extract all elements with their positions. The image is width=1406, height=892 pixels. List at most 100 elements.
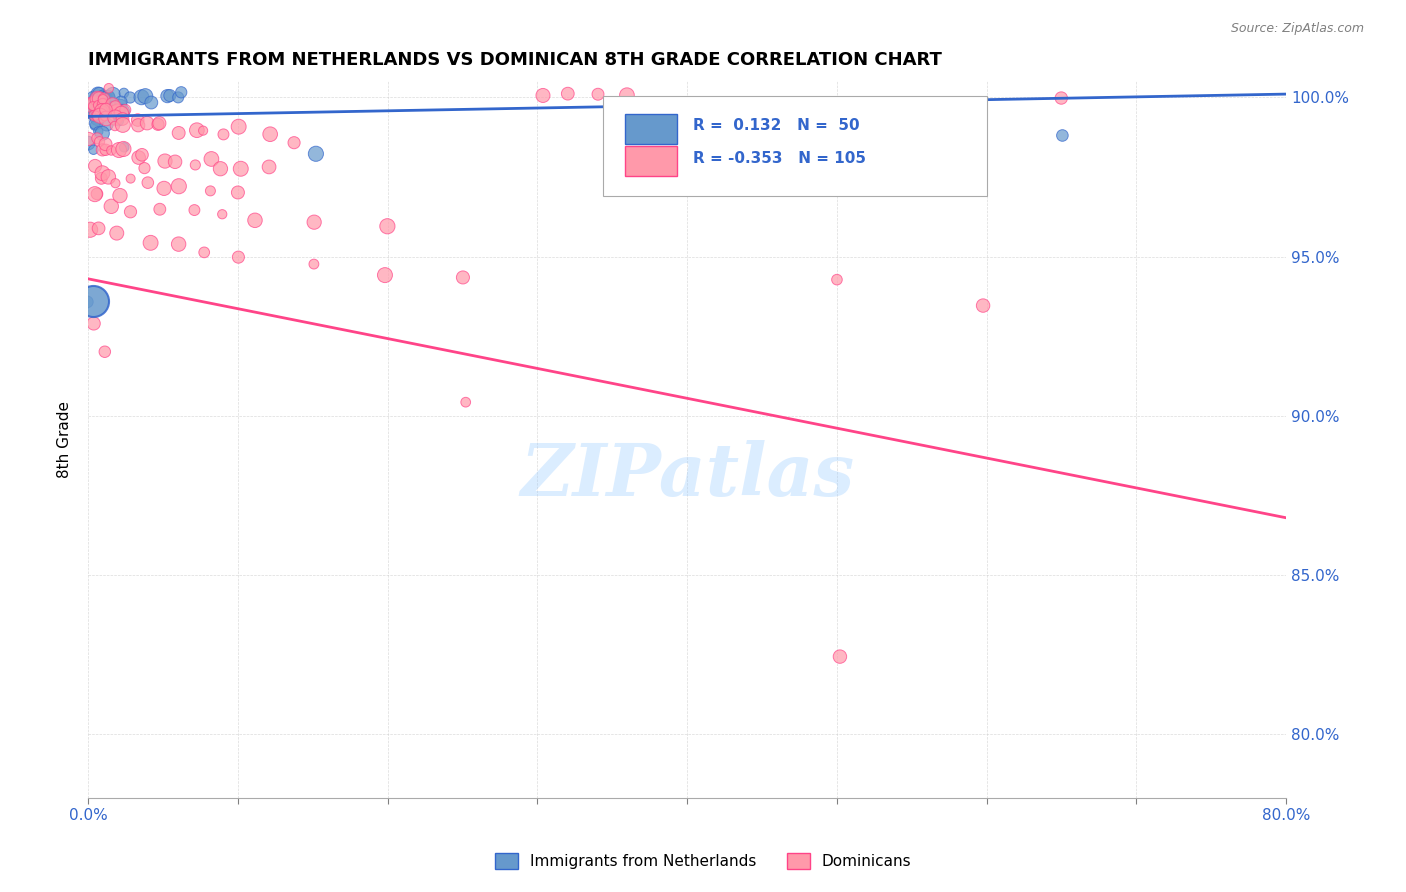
Point (165, 154, 187, 169)
Point (84, 99, 107, 113)
Point (93, 92, 115, 106)
Point (136, 116, 159, 130)
Point (89, 135, 111, 149)
Point (101, 87, 124, 102)
Point (76, 294, 98, 309)
Point (97, 101, 120, 115)
Point (131, 148, 153, 162)
Point (97, 91, 120, 105)
Point (94, 109, 117, 123)
Point (90, 91, 112, 105)
Point (640, 95, 662, 109)
Point (377, 219, 399, 234)
Point (94, 106, 117, 120)
Point (82, 294, 104, 309)
Point (586, 87, 609, 102)
Point (104, 99, 127, 113)
Text: Source: ZipAtlas.com: Source: ZipAtlas.com (1230, 22, 1364, 36)
Point (83, 119, 105, 133)
Point (153, 181, 176, 195)
Point (83, 108, 105, 122)
Point (183, 203, 205, 218)
Point (86, 186, 108, 201)
Point (305, 146, 328, 161)
Point (103, 105, 125, 120)
Point (191, 123, 214, 137)
Legend: Immigrants from Netherlands, Dominicans: Immigrants from Netherlands, Dominicans (488, 847, 918, 875)
Point (97, 81, 120, 95)
Point (83, 92, 105, 106)
Point (89, 87, 111, 102)
Point (94, 112, 117, 126)
Point (110, 98, 132, 112)
Point (83, 91, 105, 105)
Point (302, 257, 325, 271)
Point (156, 89, 179, 103)
Point (228, 120, 250, 134)
Point (211, 207, 233, 221)
Point (84, 97, 107, 112)
Point (111, 104, 134, 119)
Point (259, 127, 281, 141)
Point (91, 97, 114, 112)
FancyBboxPatch shape (624, 113, 678, 144)
Y-axis label: 8th Grade: 8th Grade (58, 401, 72, 478)
Point (97, 90, 120, 104)
Point (91, 127, 114, 141)
Text: IMMIGRANTS FROM NETHERLANDS VS DOMINICAN 8TH GRADE CORRELATION CHART: IMMIGRANTS FROM NETHERLANDS VS DOMINICAN… (89, 51, 942, 69)
Point (228, 250, 250, 264)
Point (136, 176, 159, 190)
Point (120, 204, 142, 219)
Point (134, 89, 156, 103)
FancyBboxPatch shape (624, 146, 678, 176)
Point (97, 169, 120, 184)
Point (167, 126, 190, 140)
Point (104, 111, 127, 125)
Point (87, 124, 110, 138)
Point (1050, 91, 1073, 105)
Point (107, 114, 129, 128)
Point (128, 151, 150, 165)
Point (96, 93, 118, 107)
Point (91, 101, 114, 115)
Point (283, 136, 305, 150)
Point (100, 199, 122, 213)
Point (302, 215, 325, 229)
Point (82, 99, 104, 113)
Point (531, 88, 554, 103)
Point (83, 96, 105, 111)
Point (110, 95, 132, 109)
Point (825, 273, 848, 287)
Point (186, 123, 208, 137)
Point (100, 144, 122, 158)
Point (94, 137, 117, 152)
Point (84, 109, 107, 123)
Point (134, 161, 156, 175)
Point (141, 95, 163, 110)
Point (86, 92, 108, 106)
Point (91, 143, 114, 157)
Point (90, 171, 112, 186)
Point (167, 179, 190, 194)
Point (96, 94, 118, 108)
Point (200, 184, 222, 198)
Point (94, 103, 117, 117)
Point (105, 226, 128, 240)
Point (77, 136, 100, 150)
Point (112, 86, 135, 100)
Point (200, 152, 222, 166)
Point (86, 112, 108, 126)
Point (153, 154, 176, 169)
Point (84, 159, 107, 173)
Point (451, 270, 474, 285)
Text: ZIPatlas: ZIPatlas (520, 440, 853, 511)
Point (94, 91, 117, 105)
Point (112, 142, 135, 156)
Point (100, 97, 122, 112)
Point (127, 118, 149, 132)
Point (87, 87, 110, 101)
Point (226, 186, 249, 200)
Point (167, 237, 190, 252)
Point (96, 92, 118, 106)
Point (170, 85, 193, 99)
